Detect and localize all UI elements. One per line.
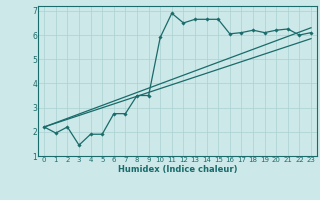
X-axis label: Humidex (Indice chaleur): Humidex (Indice chaleur) xyxy=(118,165,237,174)
